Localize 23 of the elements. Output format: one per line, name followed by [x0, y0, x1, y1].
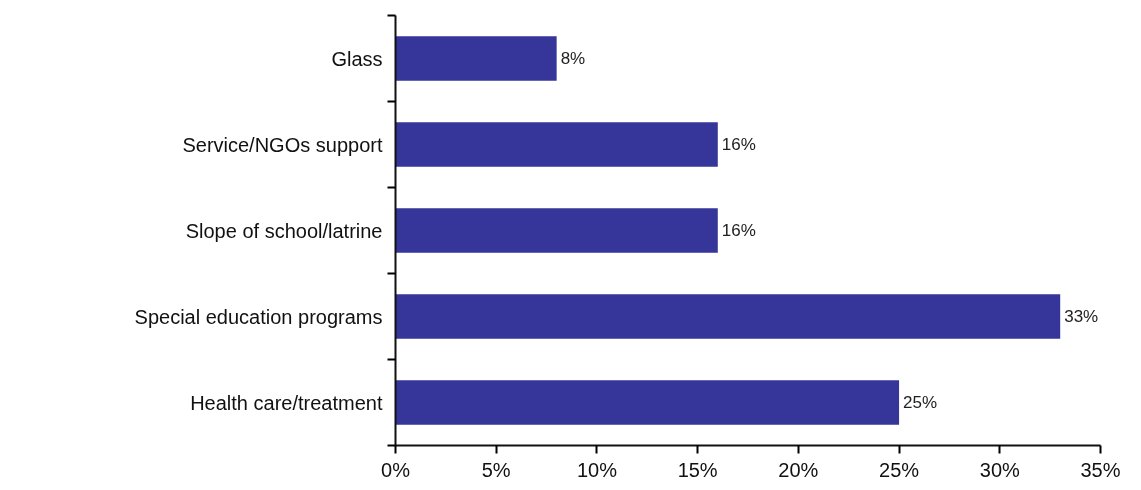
- data-label: 16%: [721, 135, 756, 154]
- x-tick-label: 5%: [481, 458, 511, 481]
- y-tick-label: Service/NGOs support: [182, 133, 383, 156]
- y-tick-label: Glass: [331, 47, 383, 70]
- x-tick-label: 0%: [381, 458, 411, 481]
- x-tick-label: 20%: [778, 458, 819, 481]
- x-tick-label: 25%: [879, 458, 920, 481]
- x-tick-label: 35%: [1080, 458, 1121, 481]
- data-label: 8%: [560, 49, 586, 68]
- bar: [395, 380, 900, 425]
- x-tick-label: 15%: [677, 458, 718, 481]
- bar: [395, 36, 557, 81]
- x-tick-label: 10%: [576, 458, 618, 481]
- y-tick-label: Slope of school/latrine: [185, 219, 383, 242]
- bar: [395, 294, 1061, 339]
- bar: [395, 122, 718, 167]
- data-label: 25%: [903, 393, 938, 412]
- data-label: 33%: [1064, 307, 1099, 326]
- data-label: 16%: [721, 221, 756, 240]
- x-tick-label: 30%: [979, 458, 1021, 481]
- y-tick-label: Health care/treatment: [190, 391, 383, 414]
- y-tick-label: Special education programs: [134, 305, 383, 328]
- bar: [395, 208, 718, 253]
